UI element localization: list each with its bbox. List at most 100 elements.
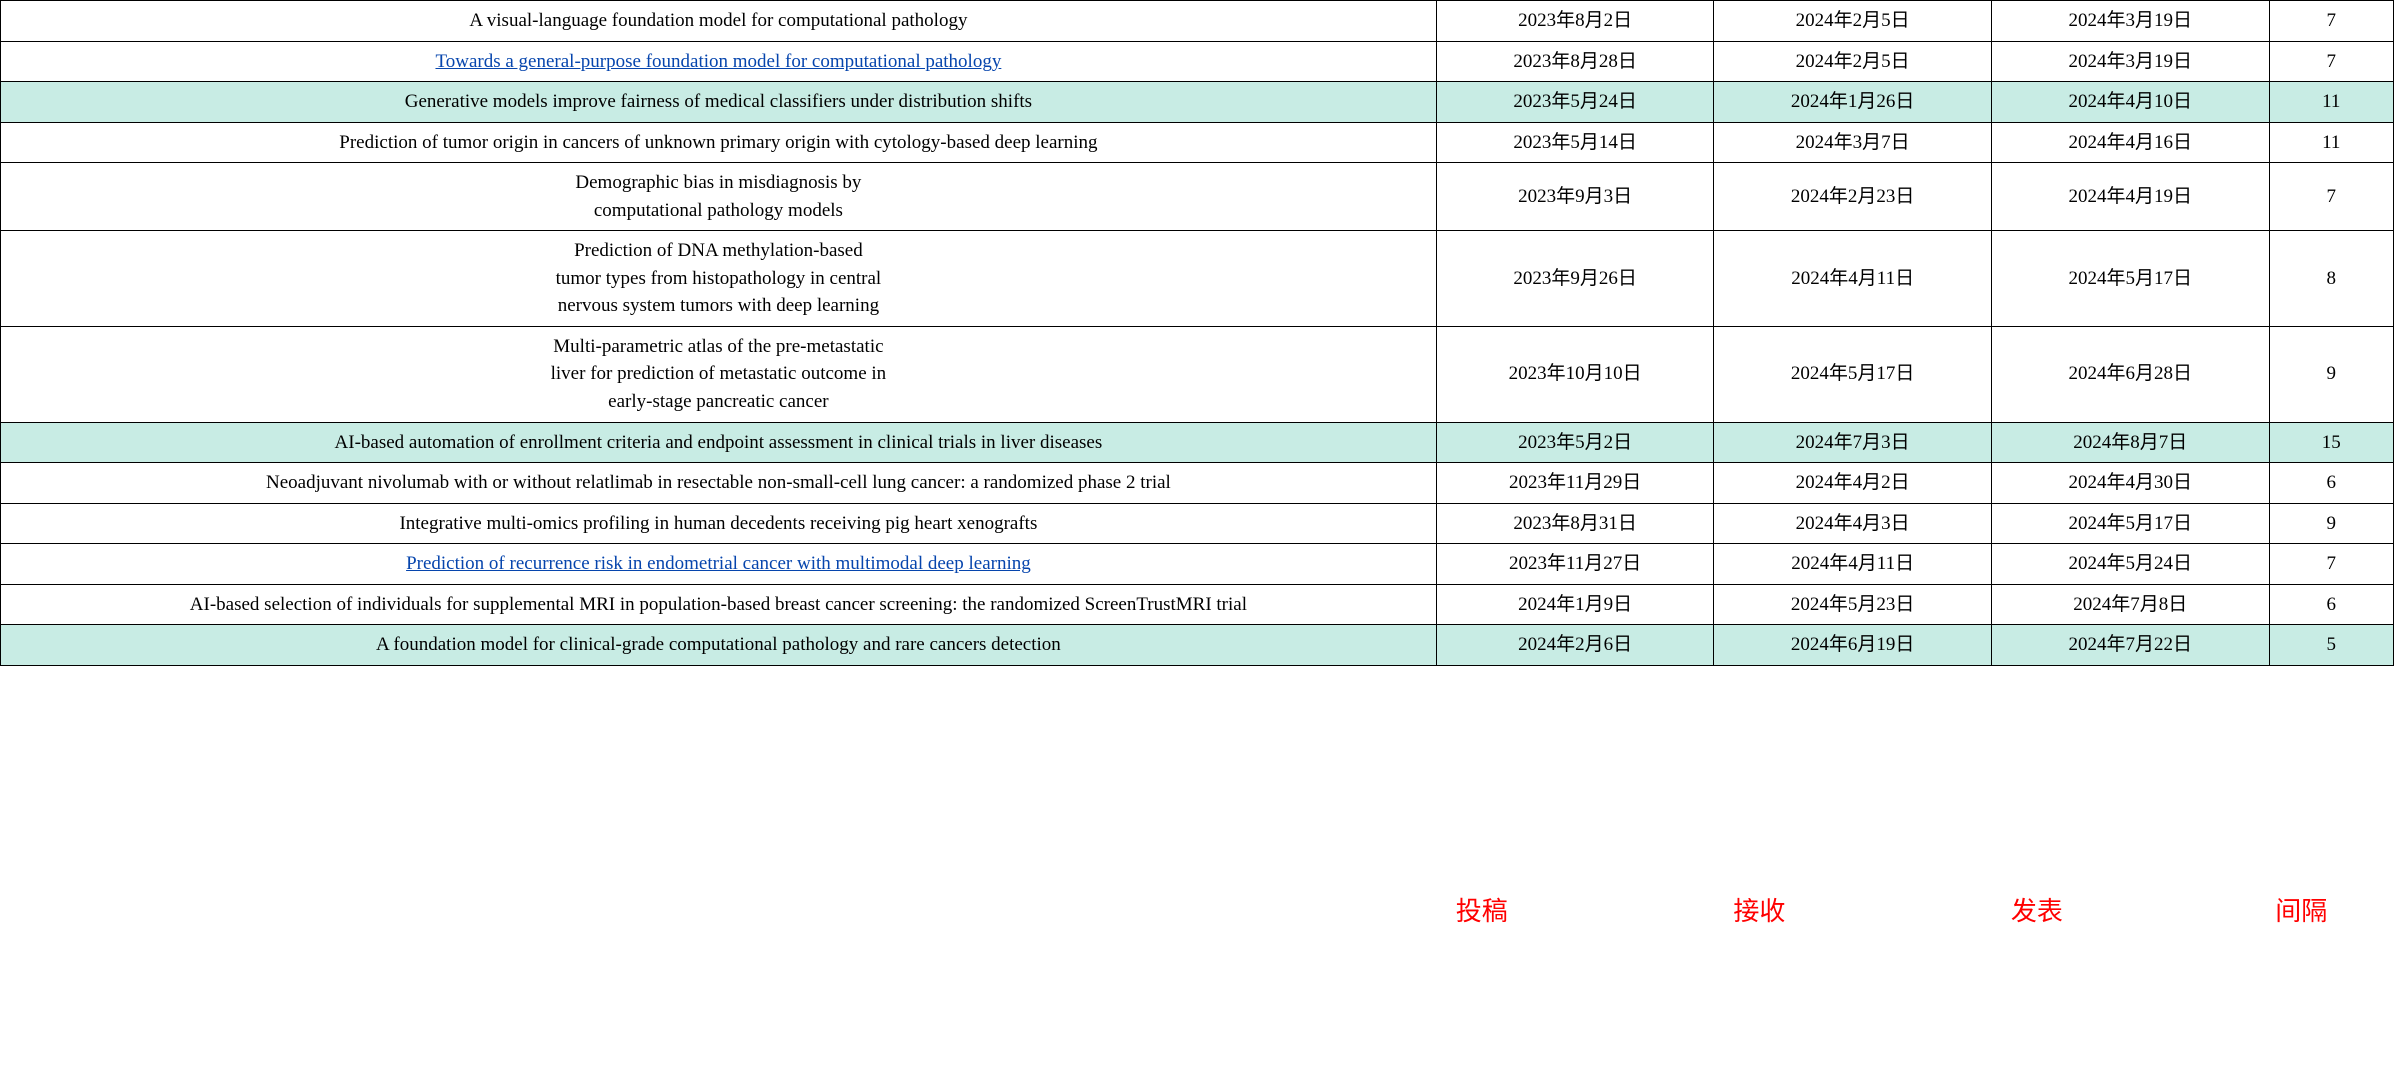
cell-published: 2024年4月30日 <box>1991 463 2269 504</box>
cell-accepted: 2024年4月2日 <box>1714 463 1992 504</box>
cell-interval: 6 <box>2269 584 2393 625</box>
cell-submitted: 2023年10月10日 <box>1436 326 1714 422</box>
cell-title: Demographic bias in misdiagnosis by compu… <box>1 163 1437 231</box>
cell-submitted: 2023年8月2日 <box>1436 1 1714 42</box>
publication-table: A visual-language foundation model for c… <box>0 0 2394 666</box>
cell-title: AI-based selection of individuals for su… <box>1 584 1437 625</box>
cell-title: Integrative multi-omics profiling in hum… <box>1 503 1437 544</box>
title-text: Demographic bias in misdiagnosis by <box>575 172 861 193</box>
cell-accepted: 2024年5月23日 <box>1714 584 1992 625</box>
cell-interval: 7 <box>2269 163 2393 231</box>
cell-interval: 11 <box>2269 122 2393 163</box>
title-text: AI-based selection of individuals for su… <box>190 594 1247 615</box>
cell-interval: 8 <box>2269 231 2393 327</box>
title-text: A foundation model for clinical-grade co… <box>376 634 1061 655</box>
cell-accepted: 2024年5月17日 <box>1714 326 1992 422</box>
annotation-submitted: 投稿 <box>1456 891 1508 928</box>
title-text: Prediction of DNA methylation-based <box>574 240 863 261</box>
cell-interval: 9 <box>2269 326 2393 422</box>
title-text: nervous system tumors with deep learning <box>558 295 879 316</box>
annotation-accepted: 接收 <box>1733 891 1785 928</box>
table-row: A foundation model for clinical-grade co… <box>1 625 2394 666</box>
cell-interval: 11 <box>2269 82 2393 123</box>
cell-title: A visual-language foundation model for c… <box>1 1 1437 42</box>
cell-title: Neoadjuvant nivolumab with or without re… <box>1 463 1437 504</box>
title-text: early-stage pancreatic cancer <box>608 391 828 412</box>
cell-accepted: 2024年3月7日 <box>1714 122 1992 163</box>
table-row: Integrative multi-omics profiling in hum… <box>1 503 2394 544</box>
cell-interval: 5 <box>2269 625 2393 666</box>
table-row: Prediction of tumor origin in cancers of… <box>1 122 2394 163</box>
cell-submitted: 2024年2月6日 <box>1436 625 1714 666</box>
cell-title: Multi-parametric atlas of the pre-metast… <box>1 326 1437 422</box>
table-row: Demographic bias in misdiagnosis by compu… <box>1 163 2394 231</box>
table-row: Neoadjuvant nivolumab with or without re… <box>1 463 2394 504</box>
cell-published: 2024年6月28日 <box>1991 326 2269 422</box>
cell-accepted: 2024年2月5日 <box>1714 1 1992 42</box>
cell-interval: 7 <box>2269 41 2393 82</box>
cell-submitted: 2023年8月31日 <box>1436 503 1714 544</box>
cell-accepted: 2024年1月26日 <box>1714 82 1992 123</box>
cell-accepted: 2024年2月5日 <box>1714 41 1992 82</box>
paper-link[interactable]: Prediction of recurrence risk in endomet… <box>406 553 1031 574</box>
cell-submitted: 2023年11月29日 <box>1436 463 1714 504</box>
cell-interval: 7 <box>2269 1 2393 42</box>
cell-interval: 9 <box>2269 503 2393 544</box>
cell-published: 2024年5月17日 <box>1991 503 2269 544</box>
cell-title: Prediction of DNA methylation-based tumor… <box>1 231 1437 327</box>
cell-submitted: 2023年5月14日 <box>1436 122 1714 163</box>
cell-submitted: 2023年5月2日 <box>1436 422 1714 463</box>
table-row: AI-based selection of individuals for su… <box>1 584 2394 625</box>
cell-published: 2024年8月7日 <box>1991 422 2269 463</box>
publication-table-wrap: A visual-language foundation model for c… <box>0 0 2394 666</box>
title-text: Generative models improve fairness of me… <box>405 91 1032 112</box>
cell-interval: 6 <box>2269 463 2393 504</box>
cell-published: 2024年7月22日 <box>1991 625 2269 666</box>
cell-published: 2024年3月19日 <box>1991 41 2269 82</box>
cell-interval: 7 <box>2269 544 2393 585</box>
table-row: Prediction of DNA methylation-based tumor… <box>1 231 2394 327</box>
title-text: tumor types from histopathology in centr… <box>556 268 882 289</box>
cell-submitted: 2023年11月27日 <box>1436 544 1714 585</box>
table-row: Multi-parametric atlas of the pre-metast… <box>1 326 2394 422</box>
title-text: computational pathology models <box>594 200 843 221</box>
annotation-published: 发表 <box>2011 891 2063 928</box>
cell-accepted: 2024年4月11日 <box>1714 544 1992 585</box>
title-text: Prediction of tumor origin in cancers of… <box>339 132 1097 153</box>
title-text: Multi-parametric atlas of the pre-metast… <box>553 336 883 357</box>
cell-submitted: 2023年9月26日 <box>1436 231 1714 327</box>
title-text: liver for prediction of metastatic outco… <box>551 363 887 384</box>
cell-accepted: 2024年7月3日 <box>1714 422 1992 463</box>
title-text: Integrative multi-omics profiling in hum… <box>399 513 1037 534</box>
table-row: AI-based automation of enrollment criter… <box>1 422 2394 463</box>
cell-submitted: 2024年1月9日 <box>1436 584 1714 625</box>
cell-published: 2024年7月8日 <box>1991 584 2269 625</box>
table-row: Prediction of recurrence risk in endomet… <box>1 544 2394 585</box>
cell-published: 2024年4月16日 <box>1991 122 2269 163</box>
table-row: Generative models improve fairness of me… <box>1 82 2394 123</box>
cell-published: 2024年3月19日 <box>1991 1 2269 42</box>
cell-accepted: 2024年4月11日 <box>1714 231 1992 327</box>
cell-title: Towards a general-purpose foundation mod… <box>1 41 1437 82</box>
cell-published: 2024年4月10日 <box>1991 82 2269 123</box>
cell-accepted: 2024年4月3日 <box>1714 503 1992 544</box>
title-text: AI-based automation of enrollment criter… <box>335 432 1103 453</box>
annotation-interval: 间隔 <box>2275 891 2327 928</box>
cell-published: 2024年5月24日 <box>1991 544 2269 585</box>
paper-link[interactable]: Towards a general-purpose foundation mod… <box>435 51 1001 72</box>
title-text: A visual-language foundation model for c… <box>469 10 967 31</box>
cell-title: Prediction of tumor origin in cancers of… <box>1 122 1437 163</box>
cell-title: A foundation model for clinical-grade co… <box>1 625 1437 666</box>
cell-accepted: 2024年6月19日 <box>1714 625 1992 666</box>
table-row: A visual-language foundation model for c… <box>1 1 2394 42</box>
cell-submitted: 2023年5月24日 <box>1436 82 1714 123</box>
cell-accepted: 2024年2月23日 <box>1714 163 1992 231</box>
title-text: Neoadjuvant nivolumab with or without re… <box>266 472 1171 493</box>
cell-interval: 15 <box>2269 422 2393 463</box>
cell-title: Generative models improve fairness of me… <box>1 82 1437 123</box>
cell-title: Prediction of recurrence risk in endomet… <box>1 544 1437 585</box>
cell-submitted: 2023年9月3日 <box>1436 163 1714 231</box>
cell-published: 2024年5月17日 <box>1991 231 2269 327</box>
table-row: Towards a general-purpose foundation mod… <box>1 41 2394 82</box>
cell-title: AI-based automation of enrollment criter… <box>1 422 1437 463</box>
